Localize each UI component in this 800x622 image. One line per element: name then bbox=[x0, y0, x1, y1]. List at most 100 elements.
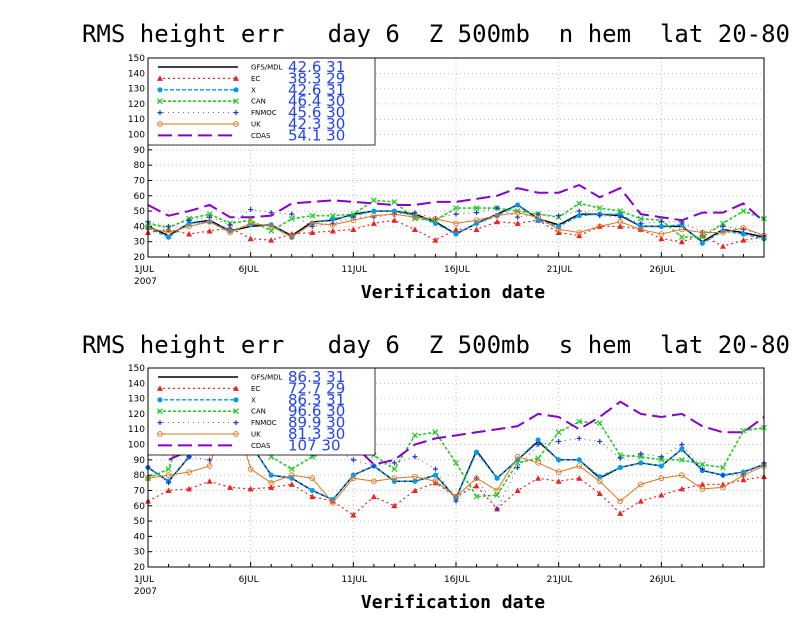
series-line bbox=[147, 212, 765, 238]
legend-marker bbox=[233, 408, 239, 415]
data-point bbox=[206, 478, 213, 484]
x-year-label: 2007 bbox=[134, 587, 157, 597]
data-point bbox=[186, 231, 193, 237]
legend-value: 38.3 29 bbox=[288, 69, 345, 87]
legend-marker bbox=[157, 408, 163, 415]
data-point bbox=[617, 452, 624, 459]
data-point bbox=[679, 472, 685, 479]
data-point bbox=[699, 481, 706, 487]
data-point bbox=[247, 485, 254, 492]
data-point bbox=[740, 427, 747, 434]
data-point bbox=[288, 466, 295, 472]
data-point bbox=[412, 454, 418, 460]
legend: GFS/MDL 86.3 31 EC 72.7 29 X 86.3 31 CAN 96.6 3… bbox=[147, 367, 376, 456]
data-point bbox=[350, 217, 357, 224]
data-point bbox=[391, 211, 398, 217]
data-point bbox=[638, 460, 644, 466]
data-point bbox=[494, 212, 500, 219]
data-point bbox=[617, 218, 624, 225]
data-point bbox=[535, 437, 541, 443]
legend-entry: FNMOC 89.9 30 bbox=[157, 414, 345, 432]
legend-entry: EC 72.7 29 bbox=[157, 379, 345, 397]
data-point bbox=[350, 226, 357, 232]
data-point bbox=[740, 472, 747, 479]
data-point bbox=[596, 478, 603, 485]
x-tick-label: 26JUL bbox=[649, 575, 675, 585]
data-point bbox=[535, 214, 541, 221]
y-tick-label: 130 bbox=[128, 395, 145, 405]
legend-marker bbox=[157, 385, 163, 391]
series-cdas bbox=[147, 183, 765, 223]
series-line bbox=[147, 396, 765, 504]
data-point bbox=[288, 481, 295, 487]
data-point bbox=[678, 456, 685, 463]
legend-label: UK bbox=[251, 431, 261, 439]
data-point bbox=[576, 200, 583, 207]
legend-marker bbox=[157, 75, 163, 81]
data-point bbox=[350, 475, 357, 482]
data-point bbox=[288, 472, 295, 479]
data-point bbox=[432, 479, 439, 486]
data-point bbox=[637, 498, 644, 504]
x-tick-label: 21JUL bbox=[547, 575, 573, 585]
x-tick-label: 21JUL bbox=[547, 265, 573, 275]
data-point bbox=[679, 226, 685, 233]
legend-value: 89.9 30 bbox=[288, 414, 345, 432]
data-point bbox=[350, 457, 356, 463]
data-point bbox=[555, 429, 562, 436]
data-point bbox=[720, 223, 726, 229]
data-point bbox=[391, 466, 398, 472]
data-point bbox=[597, 213, 603, 219]
y-tick-label: 60 bbox=[134, 192, 146, 202]
data-point bbox=[473, 482, 480, 489]
y-tick-label: 100 bbox=[128, 441, 145, 451]
data-point bbox=[576, 463, 583, 469]
data-point bbox=[617, 208, 624, 215]
legend-marker bbox=[233, 420, 239, 426]
data-point bbox=[391, 475, 398, 482]
x-axis: 1JUL 6JUL 11JUL 16JUL 21JUL 26JUL bbox=[134, 252, 765, 275]
data-point bbox=[555, 469, 562, 475]
data-point bbox=[535, 442, 541, 448]
data-point bbox=[268, 237, 275, 243]
data-point bbox=[535, 211, 541, 217]
legend-label: UK bbox=[251, 121, 261, 129]
x-tick-label: 16JUL bbox=[444, 575, 470, 585]
data-point bbox=[596, 223, 603, 230]
data-point bbox=[371, 212, 377, 219]
data-point bbox=[453, 211, 459, 217]
chart-title: RMS height err day 6 Z 500mb n hem lat 2… bbox=[82, 20, 790, 48]
data-point bbox=[227, 222, 233, 228]
data-point bbox=[740, 237, 747, 243]
data-point bbox=[617, 214, 623, 220]
data-point bbox=[597, 474, 603, 480]
data-point bbox=[453, 498, 459, 504]
data-point bbox=[658, 231, 665, 237]
data-point bbox=[679, 446, 685, 452]
data-point bbox=[576, 229, 583, 236]
data-point bbox=[596, 205, 603, 211]
data-point bbox=[658, 463, 664, 469]
data-point bbox=[268, 472, 274, 478]
data-point bbox=[186, 469, 192, 475]
data-point bbox=[411, 226, 418, 232]
x-tick-label: 6JUL bbox=[239, 265, 259, 275]
x-tick-label: 1JUL bbox=[134, 575, 154, 585]
data-point bbox=[207, 214, 213, 220]
x-axis-label: Verification date bbox=[361, 282, 545, 303]
y-tick-label: 30 bbox=[134, 238, 146, 248]
data-point bbox=[432, 215, 439, 222]
legend-entry: CAN 96.6 30 bbox=[157, 402, 345, 420]
y-tick-label: 110 bbox=[128, 425, 145, 435]
legend-entry: CDAS 54.1 30 bbox=[158, 126, 345, 144]
data-point bbox=[473, 475, 480, 482]
data-point bbox=[699, 234, 706, 241]
data-point bbox=[432, 472, 439, 478]
legend-marker bbox=[157, 397, 163, 403]
data-point bbox=[597, 438, 603, 444]
data-point bbox=[309, 493, 316, 500]
data-point bbox=[432, 237, 439, 243]
y-axis: 20 30 40 50 60 70 80 90 100 110 120 130 140 150 bbox=[128, 54, 152, 263]
data-point bbox=[535, 460, 541, 466]
data-point bbox=[473, 217, 480, 224]
